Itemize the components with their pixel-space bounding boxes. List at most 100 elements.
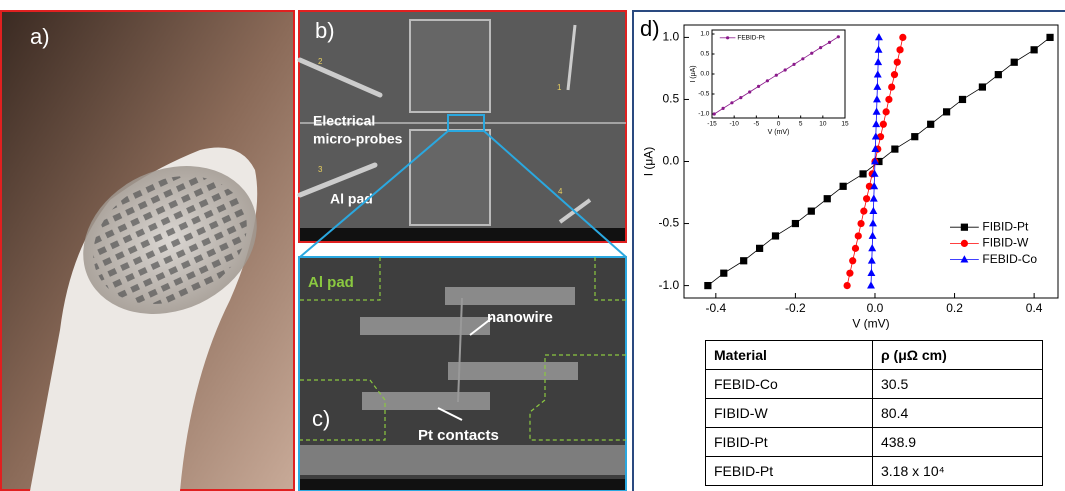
marker <box>1011 59 1018 66</box>
panel-label: a) <box>30 24 50 49</box>
x-tick-label: 0.0 <box>867 301 884 315</box>
panel-label: b) <box>315 18 335 43</box>
legend-label: FIBID-Pt <box>982 219 1029 233</box>
marker <box>875 33 883 40</box>
probe-number: 4 <box>558 187 563 196</box>
marker <box>874 58 882 65</box>
marker <box>891 145 898 152</box>
marker <box>943 108 950 115</box>
legend-label: FEBID-Co <box>982 252 1037 266</box>
marker <box>894 59 901 66</box>
marker <box>819 46 822 49</box>
marker <box>810 52 813 55</box>
marker <box>720 270 727 277</box>
x-tick-label: 5 <box>799 121 803 128</box>
probe-number: 2 <box>318 57 323 66</box>
legend-label: FIBID-W <box>982 236 1029 250</box>
marker <box>766 79 769 82</box>
x-tick-label: -5 <box>753 121 759 128</box>
marker <box>849 257 856 264</box>
marker <box>875 45 883 52</box>
x-tick-label: -0.2 <box>785 301 806 315</box>
x-tick-label: -10 <box>729 121 739 128</box>
marker <box>927 121 934 128</box>
x-tick-label: 15 <box>841 121 849 128</box>
pad <box>410 20 490 112</box>
marker <box>855 232 862 239</box>
legend-marker <box>961 224 968 231</box>
x-axis-label: V (mV) <box>768 129 790 136</box>
marker <box>757 85 760 88</box>
marker <box>1031 46 1038 53</box>
marker <box>808 208 815 215</box>
marker <box>837 35 840 38</box>
marker <box>891 71 898 78</box>
info-bar <box>300 479 625 490</box>
y-tick-label: 0.5 <box>663 92 680 106</box>
x-tick-label: 0 <box>777 121 781 128</box>
y-tick-label: 1.0 <box>663 30 680 44</box>
y-tick-label: 0.0 <box>663 154 680 168</box>
marker <box>868 244 876 251</box>
marker <box>844 282 851 289</box>
marker <box>959 96 966 103</box>
marker <box>899 34 906 41</box>
contact-label: Pt contacts <box>418 427 499 444</box>
marker <box>873 83 881 90</box>
legend-label: FEBID-Pt <box>737 35 765 42</box>
y-tick-label: -1.0 <box>698 111 710 118</box>
table-cell: 30.5 <box>873 370 1043 399</box>
y-axis-label: I (μA) <box>641 147 655 177</box>
marker <box>869 207 877 214</box>
marker <box>792 220 799 227</box>
table-cell: ρ (μΩ cm) <box>873 341 1043 370</box>
marker <box>867 269 875 276</box>
panel-c: Al pad nanowire Pt contacts c) <box>299 257 626 490</box>
marker <box>867 281 875 288</box>
charts: -0.4-0.20.00.20.4-1.0-0.50.00.51.0V (mV)… <box>641 25 1058 331</box>
marker <box>846 270 853 277</box>
marker <box>704 282 711 289</box>
marker <box>911 133 918 140</box>
marker <box>801 57 804 60</box>
pad-label: Al pad <box>308 274 354 291</box>
marker <box>792 63 795 66</box>
panel-label: d) <box>640 16 660 41</box>
marker <box>840 183 847 190</box>
x-tick-label: -0.4 <box>705 301 726 315</box>
x-axis-label: V (mV) <box>852 317 889 331</box>
y-tick-label: -1.0 <box>659 278 680 292</box>
marker <box>872 120 880 127</box>
table-cell: Material <box>706 341 873 370</box>
marker <box>824 195 831 202</box>
x-tick-label: 0.2 <box>946 301 963 315</box>
marker <box>979 83 986 90</box>
marker <box>885 96 892 103</box>
panel-b: b) Electrical micro-probes Al pad 1 2 3 … <box>299 11 626 242</box>
marker <box>869 232 877 239</box>
figure: a) b) Electrical micro-probes Al pad 1 2… <box>0 0 1065 491</box>
marker <box>756 245 763 252</box>
marker <box>896 46 903 53</box>
marker <box>868 256 876 263</box>
marker <box>888 83 895 90</box>
marker <box>775 74 778 77</box>
x-tick-label: 10 <box>819 121 827 128</box>
legend-marker <box>961 240 968 247</box>
marker <box>730 101 733 104</box>
table-cell: FIBID-Pt <box>706 428 873 457</box>
table-cell: FIBID-W <box>706 399 873 428</box>
marker <box>852 245 859 252</box>
marker <box>859 170 866 177</box>
table-cell: FEBID-Pt <box>706 457 873 486</box>
marker <box>713 112 716 115</box>
marker <box>874 70 882 77</box>
marker <box>857 220 864 227</box>
contact <box>445 287 575 305</box>
y-axis-label: I (μA) <box>690 65 697 82</box>
contact <box>360 317 490 335</box>
table-cell: 3.18 x 10⁴ <box>873 457 1043 486</box>
